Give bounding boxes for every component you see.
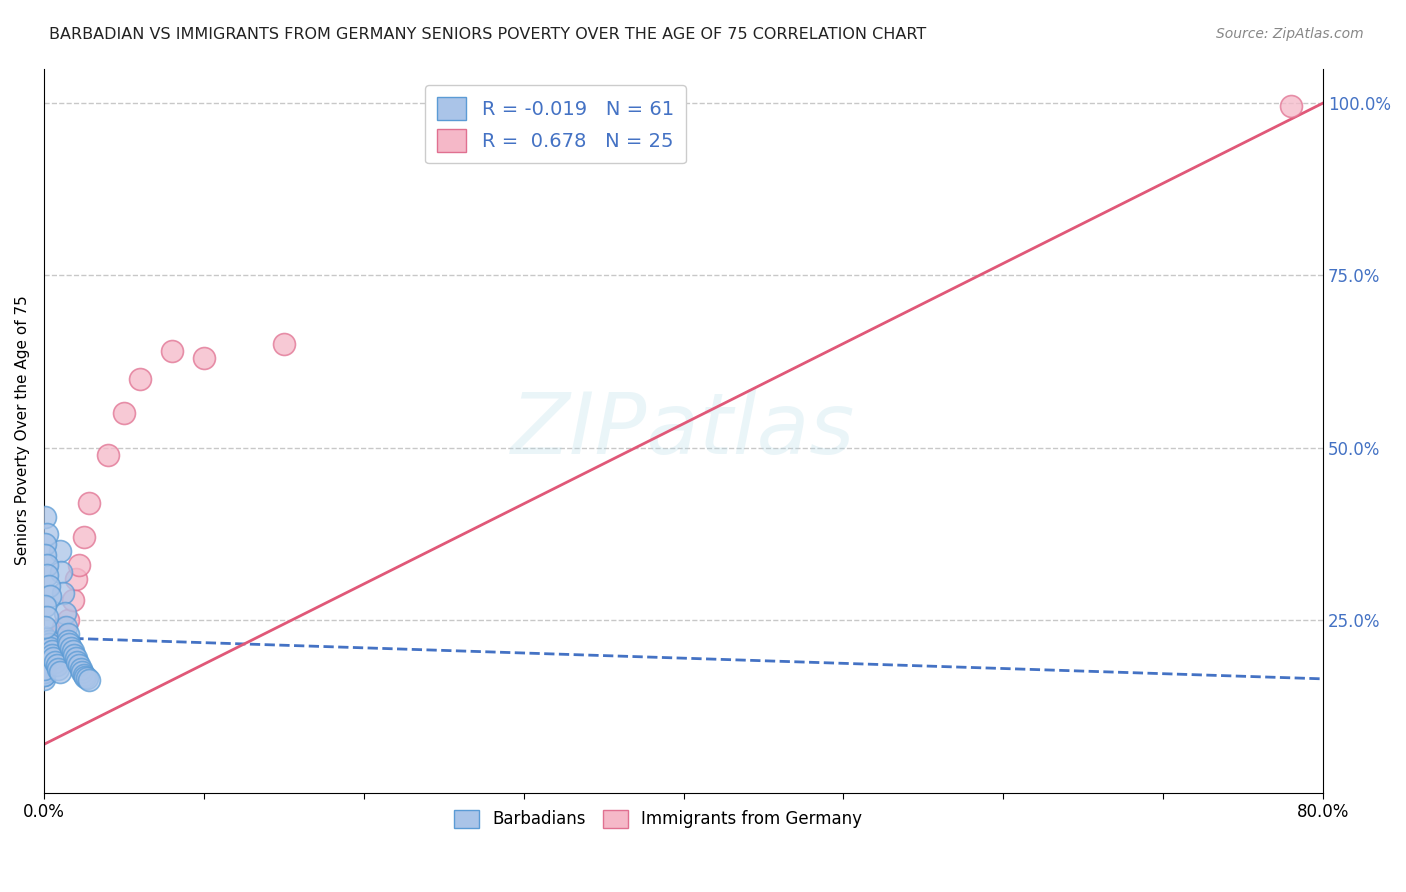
Point [41,634,63,648]
Text: ZIPatlas: ZIPatlas [512,389,856,472]
Point [1279,99,1302,113]
Point [72,665,94,679]
Point [56,627,79,641]
Legend: Barbadians, Immigrants from Germany: Barbadians, Immigrants from Germany [447,803,869,835]
Point [97,448,120,462]
Point [63,648,86,662]
Point [35,558,58,572]
Point [56,613,79,627]
Point [49,627,72,641]
Point [67,658,90,673]
Point [39,640,62,655]
Point [32,672,55,686]
Point [32,668,55,682]
Point [273,337,295,351]
Point [38,637,60,651]
Point [32,637,55,651]
Point [38,634,60,648]
Point [193,351,215,366]
Point [60,640,83,655]
Point [62,592,84,607]
Point [34,548,56,562]
Point [35,568,58,582]
Text: BARBADIAN VS IMMIGRANTS FROM GERMANY SENIORS POVERTY OVER THE AGE OF 75 CORRELAT: BARBADIAN VS IMMIGRANTS FROM GERMANY SEN… [49,27,927,42]
Y-axis label: Seniors Poverty Over the Age of 75: Seniors Poverty Over the Age of 75 [15,296,30,566]
Point [73,531,96,545]
Point [32,640,55,655]
Point [53,607,76,621]
Point [32,665,55,679]
Point [34,599,56,614]
Text: Source: ZipAtlas.com: Source: ZipAtlas.com [1216,27,1364,41]
Point [41,648,63,662]
Point [42,651,65,665]
Point [56,634,79,648]
Point [69,661,91,675]
Point [32,658,55,673]
Point [32,661,55,675]
Point [58,637,80,651]
Point [45,658,67,673]
Point [32,651,55,665]
Point [32,651,55,665]
Point [75,670,97,684]
Point [32,651,55,665]
Point [45,631,67,645]
Point [46,661,69,675]
Point [65,651,87,665]
Point [41,644,63,658]
Point [32,634,55,648]
Point [32,631,55,645]
Point [51,565,73,579]
Point [32,644,55,658]
Point [32,655,55,669]
Point [32,665,55,679]
Point [55,620,77,634]
Point [34,537,56,551]
Point [32,665,55,679]
Point [62,644,84,658]
Point [44,655,66,669]
Point [76,671,98,685]
Point [52,585,75,599]
Point [32,661,55,675]
Point [65,572,87,586]
Point [32,668,55,682]
Point [34,620,56,634]
Point [77,673,100,687]
Point [32,655,55,669]
Point [34,509,56,524]
Point [32,637,55,651]
Point [35,527,58,541]
Point [38,579,60,593]
Point [32,648,55,662]
Point [32,658,55,673]
Point [32,644,55,658]
Point [49,665,72,679]
Point [52,620,75,634]
Point [39,589,62,603]
Point [32,640,55,655]
Point [32,661,55,675]
Point [32,648,55,662]
Point [49,544,72,558]
Point [66,655,89,669]
Point [112,406,135,420]
Point [32,658,55,673]
Point [73,668,96,682]
Point [35,609,58,624]
Point [32,637,55,651]
Point [67,558,90,572]
Point [160,344,183,359]
Point [128,372,150,386]
Point [77,496,100,510]
